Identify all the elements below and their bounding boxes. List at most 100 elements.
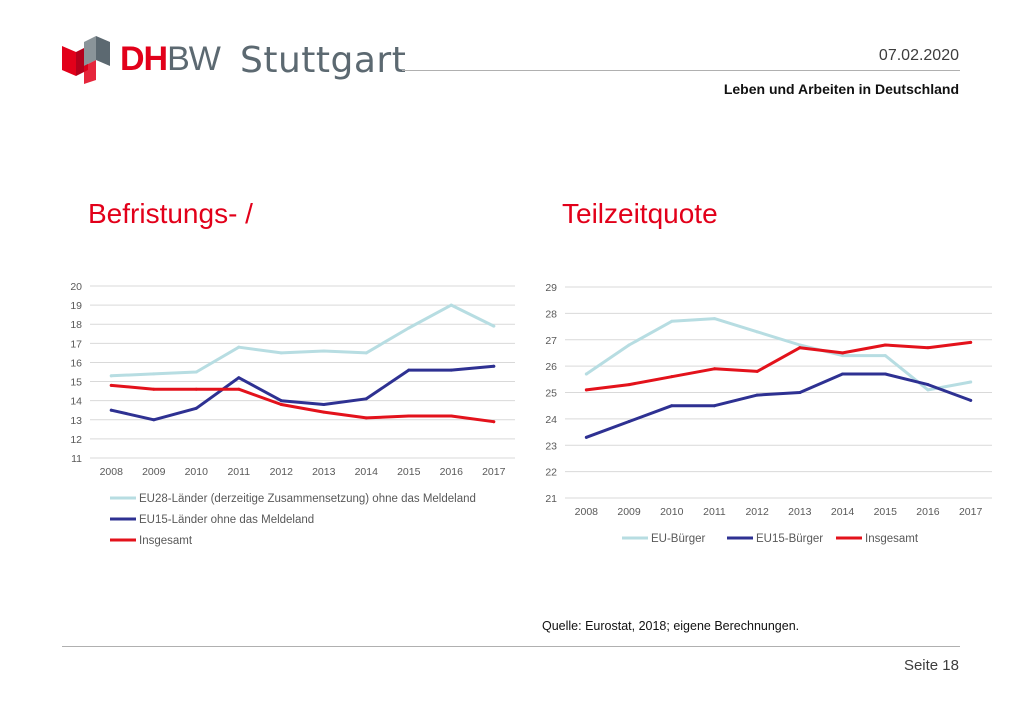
chart-teilzeitquote: 21 22 23 24 25 26 27 28 29 2008 2009 2010 2011 2012 20…: [545, 282, 992, 545]
data-point: [492, 324, 496, 328]
slide-title-left: Befristungs- /: [88, 198, 253, 229]
data-point: [109, 374, 113, 378]
legend-label: Insgesamt: [865, 533, 919, 545]
x-tick-label: 2016: [916, 506, 940, 518]
data-point: [109, 408, 113, 412]
x-tick-label: 2013: [788, 506, 812, 518]
x-tick-label: 2015: [397, 466, 421, 478]
data-point: [109, 383, 113, 387]
data-point: [584, 388, 588, 392]
data-point: [194, 406, 198, 410]
data-point: [237, 345, 241, 349]
series-line-2: [584, 372, 973, 439]
data-point: [449, 414, 453, 418]
x-tick-label: 2008: [100, 466, 124, 478]
chart-befristungsquote: 11 12 13 14 15 16 17 18 19 20 2008 2009 2010 2011 2012…: [70, 281, 515, 547]
data-point: [883, 343, 887, 347]
y-tick-label: 26: [545, 361, 557, 373]
data-point: [237, 376, 241, 380]
data-point: [627, 420, 631, 424]
x-tick-label: 2010: [185, 466, 209, 478]
x-tick-label: 2010: [660, 506, 684, 518]
data-point: [841, 351, 845, 355]
data-point: [670, 319, 674, 323]
y-tick-label: 12: [70, 434, 82, 446]
x-tick-label: 2014: [355, 466, 379, 478]
y-tick-label: 22: [545, 467, 557, 479]
logo-city-text: Stuttgart: [240, 40, 407, 81]
header-divider: [402, 70, 960, 71]
x-tick-label: 2013: [312, 466, 336, 478]
data-point: [194, 387, 198, 391]
y-tick-label: 13: [70, 415, 82, 427]
data-point: [364, 351, 368, 355]
data-point: [627, 343, 631, 347]
data-point: [322, 410, 326, 414]
data-point: [969, 340, 973, 344]
data-point: [712, 317, 716, 321]
x-tick-label: 2017: [959, 506, 983, 518]
data-point: [755, 393, 759, 397]
data-point: [322, 402, 326, 406]
data-point: [712, 404, 716, 408]
x-tick-label: 2011: [227, 466, 250, 478]
x-tick-label: 2009: [617, 506, 641, 518]
data-point: [322, 349, 326, 353]
data-point: [584, 435, 588, 439]
y-tick-label: 16: [70, 357, 82, 369]
series-line-3: [584, 340, 973, 392]
data-point: [926, 388, 930, 392]
header-date: 07.02.2020: [878, 47, 959, 64]
y-tick-label: 29: [545, 282, 557, 294]
data-point: [670, 375, 674, 379]
series-line-1: [109, 303, 496, 378]
data-point: [926, 383, 930, 387]
data-point: [279, 399, 283, 403]
dhbw-logo-icon: [62, 36, 110, 84]
legend-item-3: Insgesamt: [110, 535, 193, 547]
data-point: [449, 303, 453, 307]
x-tick-label: 2016: [440, 466, 464, 478]
logo-brand-text: DHBW: [120, 40, 221, 79]
header-subtitle: Leben und Arbeiten in Deutschland: [723, 81, 959, 97]
data-point: [279, 351, 283, 355]
data-point: [152, 418, 156, 422]
legend-label: Insgesamt: [139, 535, 193, 547]
legend-item-2: EU15-Bürger: [727, 533, 823, 545]
data-point: [969, 380, 973, 384]
y-tick-label: 27: [545, 335, 557, 347]
y-tick-label: 18: [70, 319, 82, 331]
data-point: [237, 387, 241, 391]
data-point: [627, 383, 631, 387]
data-point: [152, 372, 156, 376]
y-tick-label: 25: [545, 388, 557, 400]
data-point: [364, 397, 368, 401]
data-point: [407, 368, 411, 372]
data-point: [670, 404, 674, 408]
data-point: [926, 346, 930, 350]
legend-item-1: EU28-Länder (derzeitige Zusammensetzung)…: [110, 493, 476, 505]
y-tick-label: 21: [545, 493, 557, 505]
data-point: [449, 368, 453, 372]
logo-brand-dh: DH: [120, 40, 168, 78]
data-point: [841, 354, 845, 358]
data-point: [407, 326, 411, 330]
data-point: [407, 414, 411, 418]
footer-divider: [62, 646, 960, 647]
y-tick-label: 17: [70, 338, 82, 350]
data-point: [194, 370, 198, 374]
x-tick-label: 2012: [270, 466, 294, 478]
y-tick-label: 15: [70, 377, 82, 389]
x-tick-label: 2014: [831, 506, 855, 518]
data-point: [969, 398, 973, 402]
x-tick-label: 2011: [703, 506, 726, 518]
series-line-1: [584, 317, 973, 392]
legend-item-1: EU-Bürger: [622, 533, 705, 545]
y-tick-label: 11: [71, 453, 82, 465]
source-note: Quelle: Eurostat, 2018; eigene Berechnun…: [542, 619, 800, 633]
x-tick-label: 2015: [874, 506, 898, 518]
data-point: [798, 391, 802, 394]
y-tick-label: 23: [545, 440, 557, 452]
legend-item-3: Insgesamt: [836, 533, 919, 545]
data-point: [883, 354, 887, 358]
